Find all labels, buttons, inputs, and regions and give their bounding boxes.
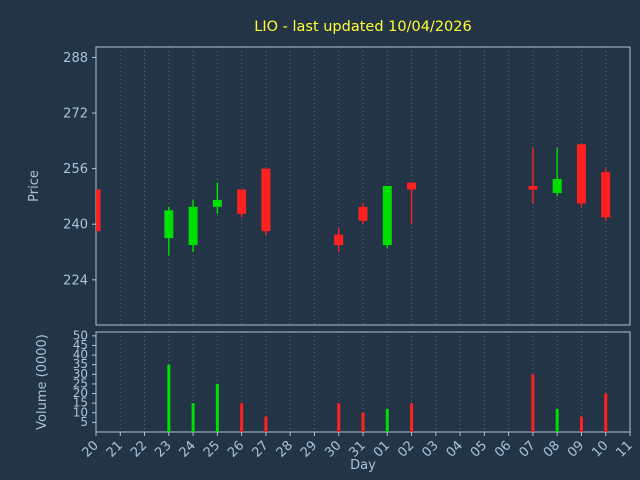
x-tick-label: 26	[225, 438, 247, 460]
volume-tick-label: 50	[73, 328, 88, 342]
volume-bar	[191, 403, 195, 432]
x-tick-label: 11	[614, 438, 636, 460]
x-tick-label: 25	[201, 438, 223, 460]
volume-bar	[361, 412, 365, 432]
candle-body	[601, 172, 611, 218]
price-tick-label: 288	[63, 51, 88, 66]
x-tick-label: 10	[589, 438, 611, 460]
volume-bar	[215, 383, 219, 432]
candle-body	[552, 179, 562, 193]
x-tick-label: 27	[249, 438, 271, 460]
candle-body	[96, 189, 101, 232]
x-tick-label: 24	[177, 438, 199, 460]
candle-body	[358, 206, 368, 221]
x-tick-label: 07	[516, 438, 538, 460]
price-tick-label: 240	[63, 218, 88, 233]
volume-bar	[240, 403, 244, 432]
candle-body	[576, 144, 586, 204]
volume-axis-label: Volume (0000)	[35, 334, 50, 430]
candle-body	[382, 186, 392, 246]
x-tick-label: 06	[492, 438, 514, 460]
x-tick-label: 29	[298, 438, 320, 460]
x-tick-label: 09	[565, 438, 587, 460]
x-tick-label: 04	[444, 438, 466, 460]
price-axis-label: Price	[27, 170, 42, 202]
volume-tick-label: 40	[73, 348, 88, 362]
candle-body	[528, 186, 538, 190]
x-tick-label: 22	[128, 438, 150, 460]
x-tick-label: 28	[274, 438, 296, 460]
volume-bar	[410, 403, 414, 432]
volume-bar	[579, 416, 583, 432]
volume-tick-label: 10	[73, 405, 88, 419]
volume-tick-label: 45	[73, 338, 88, 352]
volume-tick-label: 15	[73, 396, 88, 410]
price-tick-label: 272	[63, 107, 88, 122]
price-tick-label: 224	[63, 273, 88, 288]
x-tick-label: 05	[468, 438, 490, 460]
x-tick-label: 23	[152, 438, 174, 460]
candle-body	[164, 210, 174, 239]
volume-tick-label: 35	[73, 357, 88, 371]
volume-tick-label: 5	[80, 415, 88, 429]
volume-bar	[167, 364, 171, 432]
candle-body	[237, 189, 247, 214]
gridlines	[95, 47, 631, 432]
volume-bar	[385, 408, 389, 432]
candle-body	[261, 168, 271, 232]
x-tick-label: 08	[541, 438, 563, 460]
chart-title: LIO - last updated 10/04/2026	[254, 19, 471, 35]
x-tick-label: 03	[419, 438, 441, 460]
volume-tick-label: 30	[73, 367, 88, 381]
x-tick-label: 02	[395, 438, 417, 460]
x-tick-label: 30	[322, 438, 344, 460]
volume-bar	[531, 374, 535, 432]
candles-layer	[96, 144, 611, 256]
volume-tick-label: 25	[73, 376, 88, 390]
volume-bar	[264, 416, 268, 432]
x-tick-label: 21	[104, 438, 126, 460]
volume-bar	[604, 393, 608, 432]
candle-body	[407, 182, 417, 190]
panel-border	[95, 46, 631, 326]
x-axis-label: Day	[350, 458, 376, 473]
candle-body	[212, 199, 222, 207]
volume-bar	[555, 408, 559, 432]
candle-body	[188, 206, 198, 246]
candle-body	[334, 234, 344, 246]
volume-tick-label: 20	[73, 386, 88, 400]
volume-layer	[167, 364, 608, 432]
price-tick-label: 256	[63, 162, 88, 177]
volume-bar	[337, 403, 341, 432]
x-tick-label: 20	[80, 438, 102, 460]
